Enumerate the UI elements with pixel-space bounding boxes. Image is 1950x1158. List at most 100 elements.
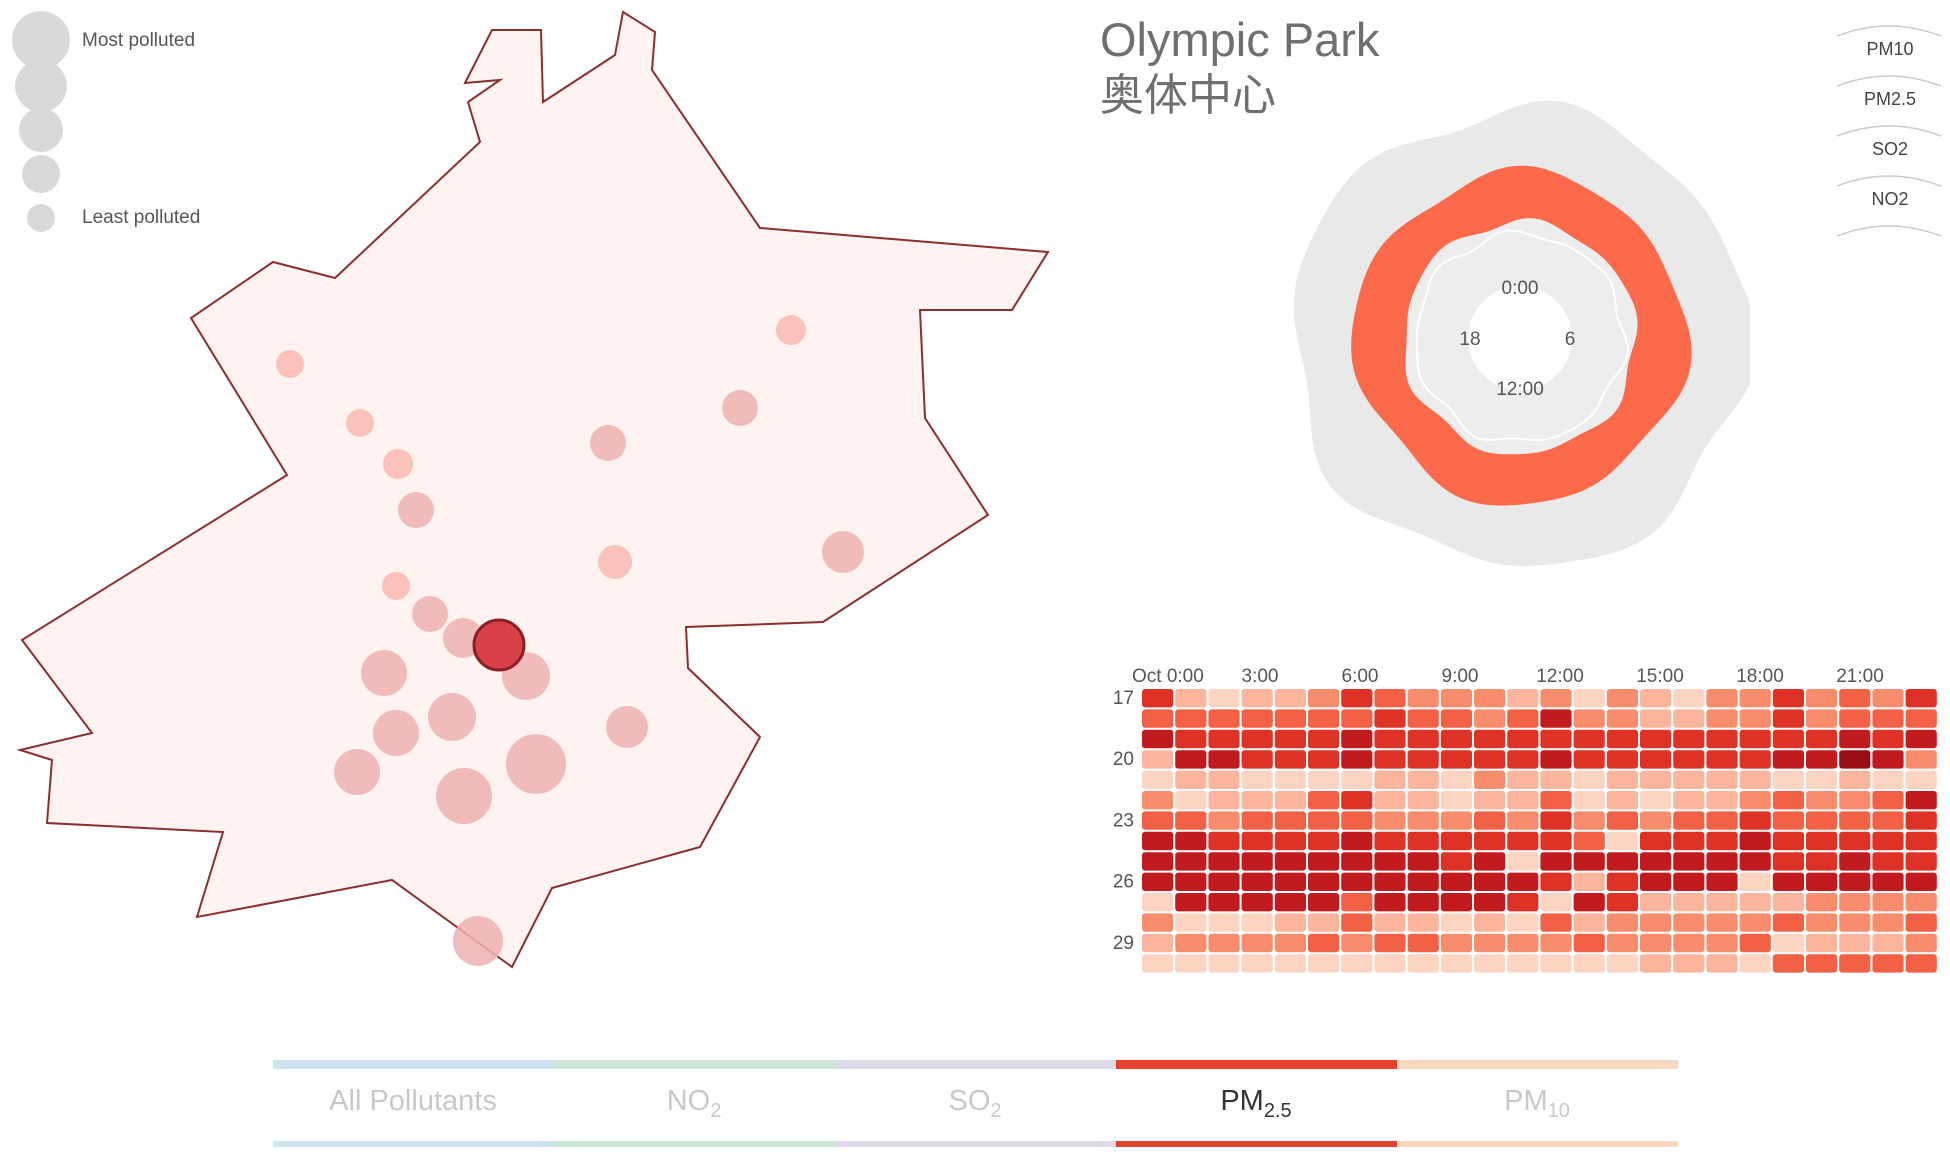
heatmap-cell — [1175, 933, 1207, 953]
heatmap-cell — [1772, 852, 1804, 871]
heatmap-cell — [1739, 689, 1771, 708]
heatmap-cell — [1507, 831, 1539, 851]
heatmap-cell — [1573, 852, 1605, 871]
heatmap-cell — [1142, 791, 1174, 810]
heatmap-cell — [1806, 729, 1838, 749]
station-dot[interactable] — [598, 545, 632, 579]
tab-label-main: PM — [1220, 1085, 1264, 1117]
heatmap-cell — [1374, 770, 1406, 789]
station-dot[interactable] — [398, 492, 434, 528]
station-dot[interactable] — [276, 350, 304, 378]
heatmap-cell — [1706, 933, 1738, 953]
heatmap-cell — [1806, 709, 1838, 728]
heatmap-cell — [1839, 750, 1871, 769]
heatmap-cell — [1872, 689, 1904, 708]
station-dot[interactable] — [373, 710, 419, 756]
so2-button[interactable]: SO2 — [1871, 139, 1909, 159]
station-dot[interactable] — [334, 749, 380, 795]
heatmap-cell — [1573, 791, 1605, 810]
heatmap-cell — [1474, 811, 1506, 830]
heatmap-cell — [1739, 831, 1771, 851]
heatmap-cell — [1905, 852, 1937, 871]
tab-so2[interactable]: SO2 — [835, 1085, 1115, 1123]
heatmap-cell — [1540, 709, 1572, 728]
heatmap-cell — [1540, 872, 1572, 891]
heatmap-cell — [1142, 933, 1174, 953]
selected-station-dot[interactable] — [472, 618, 526, 672]
heatmap-cell — [1706, 791, 1738, 810]
heatmap-cell — [1772, 689, 1804, 708]
heatmap-cell — [1440, 831, 1472, 851]
station-dot[interactable] — [412, 596, 448, 632]
heatmap-cell — [1640, 791, 1672, 810]
heatmap-y-tick: 20 — [1113, 749, 1134, 770]
station-dot[interactable] — [776, 315, 806, 345]
tab-pm10[interactable]: PM10 — [1397, 1085, 1677, 1123]
tab-pm25[interactable]: PM2.5 — [1116, 1085, 1396, 1123]
heatmap-cell — [1142, 750, 1174, 769]
heatmap-cell — [1341, 729, 1373, 749]
station-dot[interactable] — [428, 693, 476, 741]
heatmap-cell — [1606, 831, 1638, 851]
heatmap-cell — [1241, 811, 1273, 830]
heatmap-cell — [1142, 913, 1174, 932]
pm25-button[interactable]: PM2.5 — [1863, 89, 1917, 109]
heatmap-cell — [1806, 831, 1838, 851]
heatmap-cell — [1905, 811, 1937, 830]
heatmap-x-tick: 3:00 — [1242, 666, 1279, 687]
heatmap-cell — [1474, 729, 1506, 749]
tab-all-pollutants[interactable]: All Pollutants — [273, 1085, 553, 1118]
heatmap-cell — [1540, 729, 1572, 749]
tab-label-main: SO — [948, 1085, 991, 1117]
heatmap-x-tick: 21:00 — [1836, 666, 1884, 687]
heatmap-cell — [1142, 811, 1174, 830]
station-dot[interactable] — [822, 531, 864, 573]
radial-label-top: 0:00 — [1502, 278, 1539, 299]
tab-label-sub: 2 — [710, 1099, 722, 1122]
heatmap-cell — [1142, 709, 1174, 728]
heatmap-cell — [1640, 750, 1672, 769]
heatmap-cell — [1739, 811, 1771, 830]
pm10-button[interactable]: PM10 — [1866, 39, 1914, 59]
heatmap-cell — [1606, 729, 1638, 749]
heatmap-cell — [1142, 872, 1174, 891]
heatmap-cell — [1407, 913, 1439, 932]
heatmap-cell — [1573, 872, 1605, 891]
station-dot[interactable] — [590, 425, 626, 461]
heatmap-cell — [1606, 709, 1638, 728]
heatmap-cell — [1241, 750, 1273, 769]
heatmap-cell — [1739, 872, 1771, 891]
station-dot[interactable] — [383, 449, 413, 479]
station-dot[interactable] — [722, 390, 758, 426]
heatmap-cell — [1440, 791, 1472, 810]
heatmap-cell — [1241, 689, 1273, 708]
tab-bar-segment — [273, 1060, 554, 1069]
heatmap-cell — [1573, 729, 1605, 749]
station-dot[interactable] — [453, 916, 503, 966]
heatmap-cell — [1905, 689, 1937, 708]
heatmap-cell — [1772, 709, 1804, 728]
heatmap-cell — [1640, 852, 1672, 871]
station-dot[interactable] — [606, 706, 648, 748]
station-dot[interactable] — [506, 734, 566, 794]
heatmap-cell — [1142, 770, 1174, 789]
tab-label-sub: 2.5 — [1263, 1099, 1292, 1122]
tab-no2[interactable]: NO2 — [554, 1085, 834, 1123]
station-dot[interactable] — [382, 572, 410, 600]
station-dot[interactable] — [361, 650, 407, 696]
heatmap-cell — [1407, 954, 1439, 973]
heatmap-cell — [1606, 770, 1638, 789]
heatmap-cell — [1308, 831, 1340, 851]
heatmap-cell — [1905, 709, 1937, 728]
heatmap-cell — [1208, 893, 1240, 912]
heatmap-cell — [1208, 791, 1240, 810]
heatmap-cell — [1175, 913, 1207, 932]
heatmap-cell — [1241, 791, 1273, 810]
heatmap-cell — [1407, 933, 1439, 953]
no2-button[interactable]: NO2 — [1871, 189, 1909, 209]
heatmap-cell — [1872, 831, 1904, 851]
heatmap-cell — [1839, 831, 1871, 851]
station-dot[interactable] — [436, 768, 492, 824]
station-dot[interactable] — [346, 409, 374, 437]
heatmap-cell — [1706, 913, 1738, 932]
